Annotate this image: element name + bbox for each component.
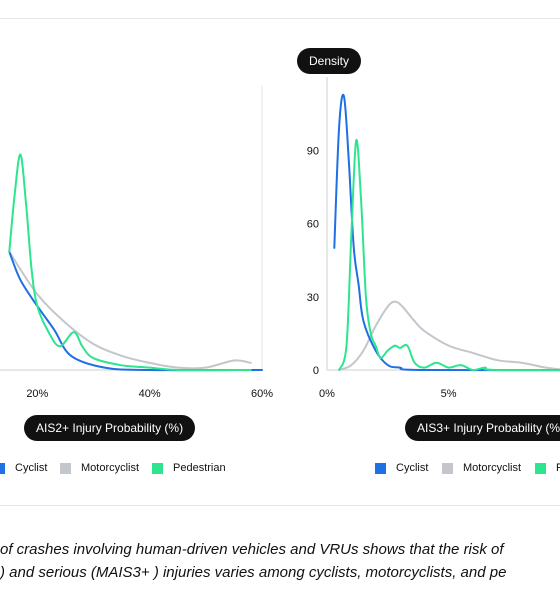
legend-motorcyclist-swatch — [442, 462, 453, 474]
legend-pedestrian-right: Pe — [535, 461, 560, 475]
legend-cyclist-swatch — [0, 462, 5, 474]
right-chart-series-cyclist — [333, 93, 560, 372]
caption-line-1: of crashes involving human-driven vehicl… — [0, 541, 504, 558]
right-chart-x-tick-label: 0% — [319, 388, 335, 400]
density-label: Density — [297, 48, 362, 74]
legend-cyclist-label: Cyclist — [15, 462, 48, 474]
legend-motorcyclist-right: Motorcyclist — [442, 461, 521, 475]
bottom-divider — [0, 505, 560, 506]
left-chart-x-tick-label: 60% — [251, 388, 273, 400]
right-chart-series-pedestrian — [338, 139, 560, 372]
legend-pedestrian-label: Pe — [556, 462, 560, 474]
left-chart-series-pedestrian — [8, 153, 252, 372]
caption-line-2: ) and serious (MAIS3+ ) injuries varies … — [0, 564, 507, 581]
right-chart-x-tick-label: 5% — [441, 388, 457, 400]
legend-cyclist-left: Cyclist — [0, 461, 47, 475]
left-chart-series-motorcyclist — [8, 250, 252, 370]
left-x-axis-label: AIS2+ Injury Probability (%) — [24, 415, 196, 441]
left-chart-x-tick-label: 20% — [26, 388, 48, 400]
legend-pedestrian-label: Pedestrian — [173, 462, 226, 474]
legend-motorcyclist-label: Motorcyclist — [81, 462, 140, 474]
right-chart-y-tick-label: 0 — [313, 365, 319, 377]
right-chart-y-tick-label: 90 — [307, 145, 319, 157]
legend-motorcyclist-label: Motorcyclist — [463, 462, 522, 474]
chart-left: 20% 40% 60% — [0, 86, 273, 400]
legend-motorcyclist-left: Motorcyclist — [60, 461, 139, 475]
top-divider — [0, 18, 560, 19]
legend-pedestrian-swatch — [535, 462, 546, 474]
legend-cyclist-label: Cyclist — [396, 462, 429, 474]
legend-pedestrian-swatch — [152, 462, 163, 474]
right-x-axis-label: AIS3+ Injury Probability (%) — [405, 415, 560, 441]
legend-cyclist-right: Cyclist — [375, 461, 428, 475]
legend-pedestrian-left: Pedestrian — [152, 461, 226, 475]
legend-motorcyclist-swatch — [60, 462, 71, 474]
legend-cyclist-swatch — [375, 462, 386, 474]
left-chart-series-cyclist — [8, 250, 263, 372]
right-chart-y-tick-label: 60 — [307, 219, 319, 231]
right-chart-y-tick-label: 30 — [307, 292, 319, 304]
figure-caption: of crashes involving human-driven vehicl… — [0, 538, 560, 584]
left-chart-x-tick-label: 40% — [139, 388, 161, 400]
